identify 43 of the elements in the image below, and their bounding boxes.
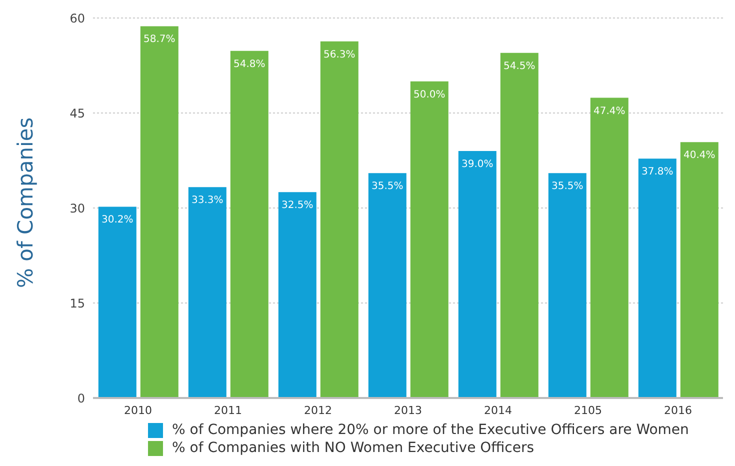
data-label: 33.3% xyxy=(192,195,224,206)
bar xyxy=(500,52,538,398)
bar xyxy=(368,173,406,398)
data-label: 32.5% xyxy=(282,200,314,212)
x-tick-label: 2105 xyxy=(574,404,602,417)
x-tick-label: 2013 xyxy=(394,404,422,417)
x-tick-label: 2016 xyxy=(664,404,692,417)
bar xyxy=(98,206,136,398)
y-tick-label: 30 xyxy=(70,201,85,216)
bar xyxy=(278,192,316,398)
bar xyxy=(638,158,676,398)
bar xyxy=(590,98,628,398)
legend-label: % of Companies where 20% or more of the Executive Officers are Women xyxy=(172,422,689,438)
bar xyxy=(320,41,358,398)
legend-label: % of Companies with NO Women Executive Officers xyxy=(172,440,534,456)
y-axis-title: % of Companies xyxy=(13,117,38,288)
data-label: 50.0% xyxy=(414,89,446,100)
data-label: 35.5% xyxy=(552,181,584,192)
y-tick-label: 15 xyxy=(70,296,85,310)
bar xyxy=(188,187,226,398)
data-label: 37.8% xyxy=(642,166,674,178)
data-label: 39.0% xyxy=(462,159,494,170)
bar xyxy=(410,81,448,398)
data-label: 40.4% xyxy=(684,150,716,162)
x-tick-label: 2010 xyxy=(124,404,152,417)
bar xyxy=(548,173,586,398)
data-label: 30.2% xyxy=(102,214,134,226)
data-label: 56.3% xyxy=(324,49,356,60)
data-label: 54.5% xyxy=(504,60,536,72)
x-tick-label: 2012 xyxy=(304,404,332,417)
y-tick-label: 45 xyxy=(70,106,85,120)
y-tick-label: 0 xyxy=(77,391,85,406)
bar xyxy=(680,142,718,398)
data-label: 35.5% xyxy=(372,181,404,192)
data-label: 58.7% xyxy=(144,34,176,46)
y-tick-label: 60 xyxy=(70,11,85,26)
x-tick-label: 2014 xyxy=(484,404,512,417)
data-label: 47.4% xyxy=(594,106,626,117)
bar xyxy=(140,26,178,398)
bar xyxy=(458,151,496,398)
data-label: 54.8% xyxy=(234,58,266,70)
bar xyxy=(230,50,268,398)
x-tick-label: 2011 xyxy=(214,404,242,417)
